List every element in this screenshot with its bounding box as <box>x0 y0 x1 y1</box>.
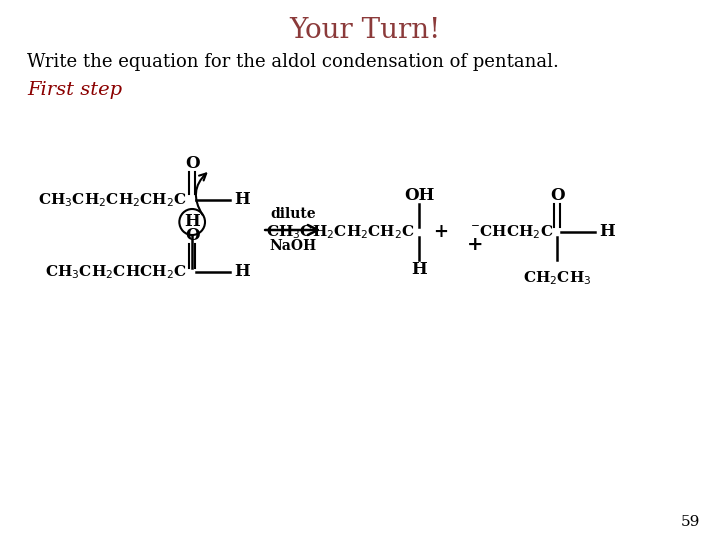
Text: OH: OH <box>404 186 434 204</box>
Text: CH$_3$CH$_2$CHCH$_2$C: CH$_3$CH$_2$CHCH$_2$C <box>45 263 187 281</box>
Text: 59: 59 <box>681 515 701 529</box>
Text: First step: First step <box>27 81 122 99</box>
Text: CH$_3$CH$_2$CH$_2$CH$_2$C: CH$_3$CH$_2$CH$_2$CH$_2$C <box>38 191 187 209</box>
Text: O: O <box>550 187 564 205</box>
Text: H: H <box>235 264 251 280</box>
Text: CH$_2$CH$_3$: CH$_2$CH$_3$ <box>523 269 591 287</box>
FancyArrowPatch shape <box>196 173 206 215</box>
Text: H: H <box>184 213 200 231</box>
Text: CH$_3$CH$_2$CH$_2$CH$_2$C: CH$_3$CH$_2$CH$_2$CH$_2$C <box>266 223 415 241</box>
Text: $^{-}$CHCH$_2$C: $^{-}$CHCH$_2$C <box>470 223 553 241</box>
Text: +: + <box>467 236 484 254</box>
Text: Write the equation for the aldol condensation of pentanal.: Write the equation for the aldol condens… <box>27 53 559 71</box>
Text: Your Turn!: Your Turn! <box>289 17 441 44</box>
Text: NaOH: NaOH <box>269 239 316 253</box>
Text: +: + <box>433 223 449 241</box>
Text: H: H <box>411 260 427 278</box>
Text: dilute: dilute <box>270 207 315 221</box>
Text: O: O <box>185 156 199 172</box>
Text: H: H <box>600 224 616 240</box>
Text: H: H <box>235 192 251 208</box>
Text: O: O <box>185 227 199 245</box>
